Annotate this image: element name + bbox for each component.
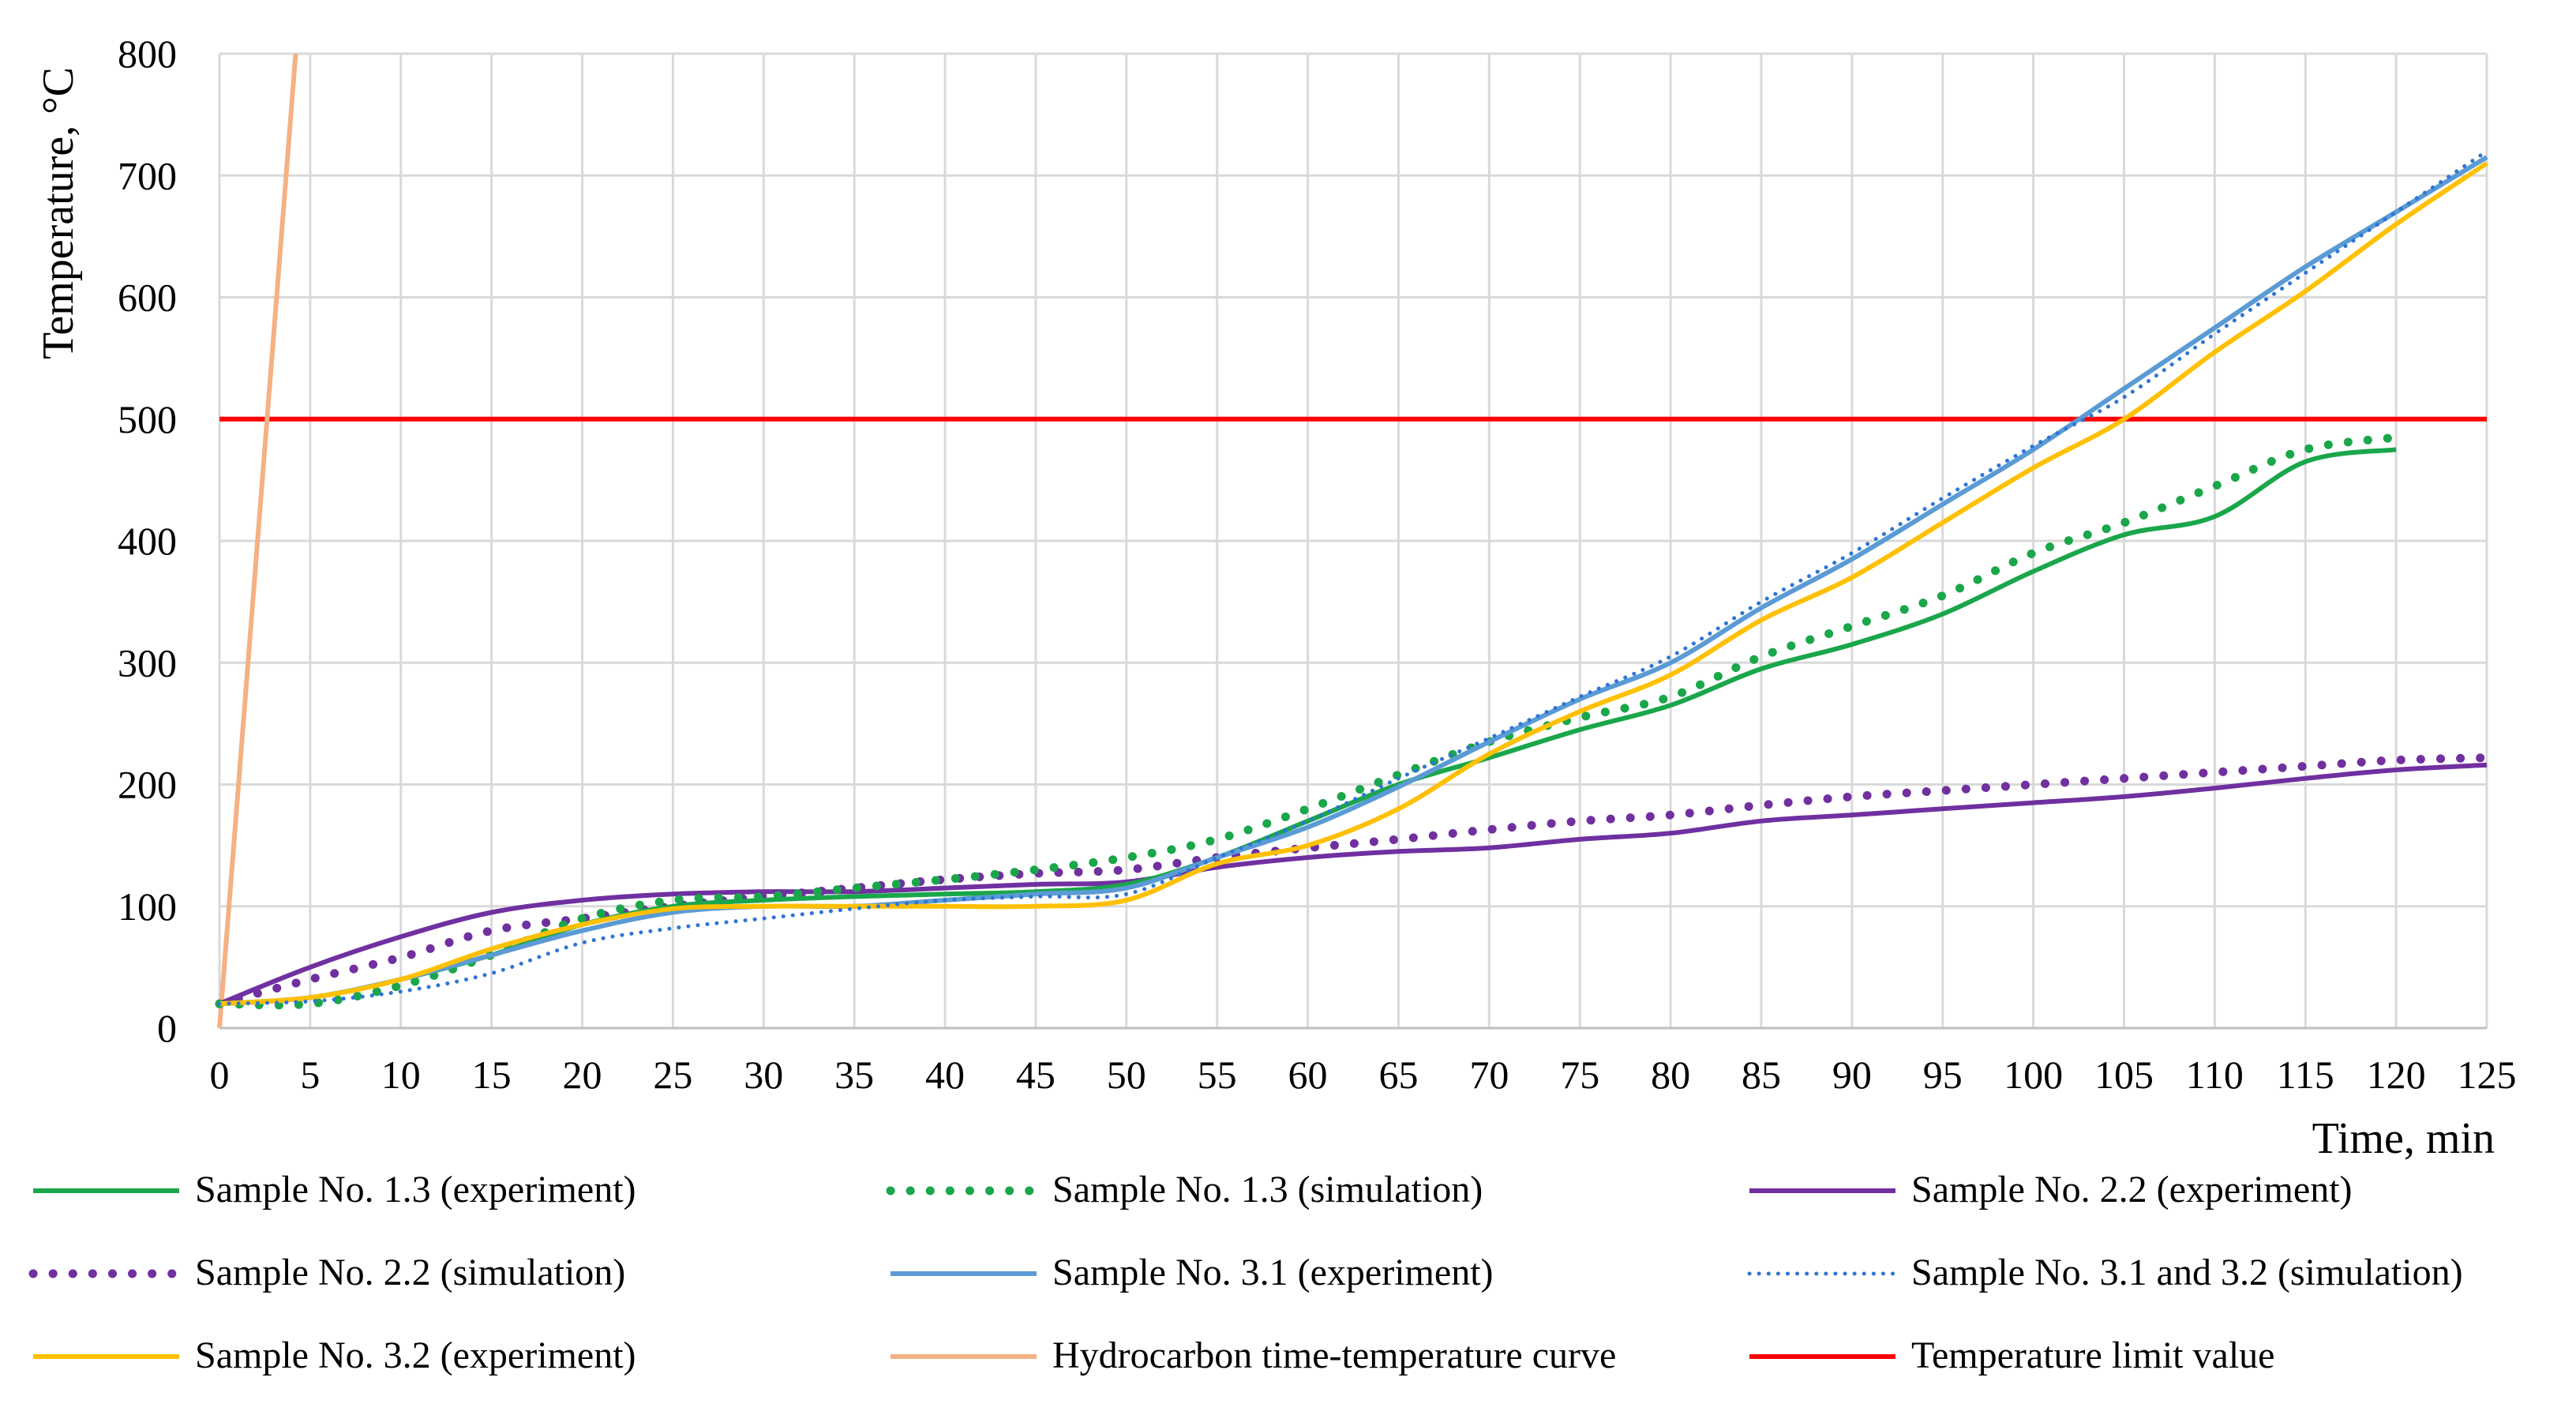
grid (218, 52, 2488, 1030)
series-line-sample-no-3-2-experiment (219, 161, 2488, 1007)
series-line-sample-no-3-1-and-3-2-simulation (217, 148, 2489, 1006)
legend-label-sample-no-1-3-simulation: Sample No. 1.3 (simulation) (1052, 1169, 1483, 1210)
legend-label-sample-no-3-1-and-3-2-simulation: Sample No. 3.1 and 3.2 (simulation) (1911, 1252, 2463, 1293)
legend-label-temperature-limit-value: Temperature limit value (1911, 1334, 2274, 1376)
x-tick-label: 105 (2094, 1053, 2154, 1097)
y-tick-label: 0 (157, 1006, 177, 1050)
series-line-sample-no-2-2-simulation (215, 753, 2492, 1008)
y-tick-label: 400 (118, 519, 177, 563)
y-tick-label: 600 (118, 276, 177, 320)
x-tick-label: 50 (1107, 1053, 1146, 1097)
series-line-sample-no-2-2-experiment (218, 762, 2488, 1006)
x-tick-label: 85 (1742, 1053, 1781, 1097)
x-tick-label: 125 (2458, 1053, 2517, 1097)
x-tick-label: 80 (1651, 1053, 1690, 1097)
y-axis-title: Temperature, °C (34, 67, 83, 359)
x-tick-label: 110 (2186, 1053, 2244, 1097)
x-tick-label: 90 (1832, 1053, 1872, 1097)
x-tick-label: 100 (2004, 1053, 2063, 1097)
x-tick-label: 30 (744, 1053, 783, 1097)
x-tick-label: 75 (1560, 1053, 1599, 1097)
x-tick-label: 60 (1288, 1053, 1328, 1097)
x-tick-label: 0 (210, 1053, 230, 1097)
legend-label-sample-no-2-2-simulation: Sample No. 2.2 (simulation) (195, 1252, 625, 1293)
y-tick-label: 200 (118, 763, 177, 807)
legend-label-sample-no-3-2-experiment: Sample No. 3.2 (experiment) (195, 1334, 636, 1376)
x-tick-label: 45 (1016, 1053, 1056, 1097)
legend-label-sample-no-3-1-experiment: Sample No. 3.1 (experiment) (1052, 1252, 1494, 1293)
series-layer (215, 53, 2492, 1029)
x-tick-label: 115 (2277, 1053, 2334, 1097)
series-line-sample-no-3-1-experiment (219, 155, 2488, 1007)
x-tick-label: 120 (2367, 1053, 2426, 1097)
x-tick-label: 10 (381, 1053, 421, 1097)
tick-labels: 0 5 10 15 20 25 30 35 40 45 50 55 60 65 70 75 80 85 90 95 10… (118, 32, 2517, 1097)
series-line-sample-no-1-3-simulation (215, 433, 2401, 1010)
x-tick-label: 65 (1378, 1053, 1418, 1097)
y-tick-label: 300 (118, 640, 177, 685)
y-tick-label: 700 (118, 153, 177, 197)
legend-label-sample-no-2-2-experiment: Sample No. 2.2 (experiment) (1911, 1169, 2353, 1210)
y-tick-label: 800 (118, 32, 177, 76)
x-tick-label: 55 (1198, 1053, 1237, 1097)
legend-label-sample-no-1-3-experiment: Sample No. 1.3 (experiment) (195, 1169, 636, 1210)
legend: Sample No. 1.3 (experiment) Sample No. 1.… (28, 1169, 2463, 1376)
x-tick-label: 25 (653, 1053, 692, 1097)
x-tick-label: 40 (925, 1053, 965, 1097)
y-tick-label: 100 (118, 884, 177, 929)
x-tick-label: 70 (1469, 1053, 1509, 1097)
x-tick-label: 5 (300, 1053, 320, 1097)
x-tick-label: 20 (563, 1053, 602, 1097)
legend-label-hydrocarbon-time-temperature-curve: Hydrocarbon time-temperature curve (1052, 1334, 1616, 1376)
x-axis-title: Time, min (2312, 1114, 2495, 1163)
y-tick-label: 500 (118, 397, 177, 441)
x-tick-label: 95 (1923, 1053, 1963, 1097)
series-line-hydrocarbon-time-temperature-curve (217, 53, 298, 1029)
x-tick-label: 35 (834, 1053, 874, 1097)
x-tick-label: 15 (472, 1053, 512, 1097)
